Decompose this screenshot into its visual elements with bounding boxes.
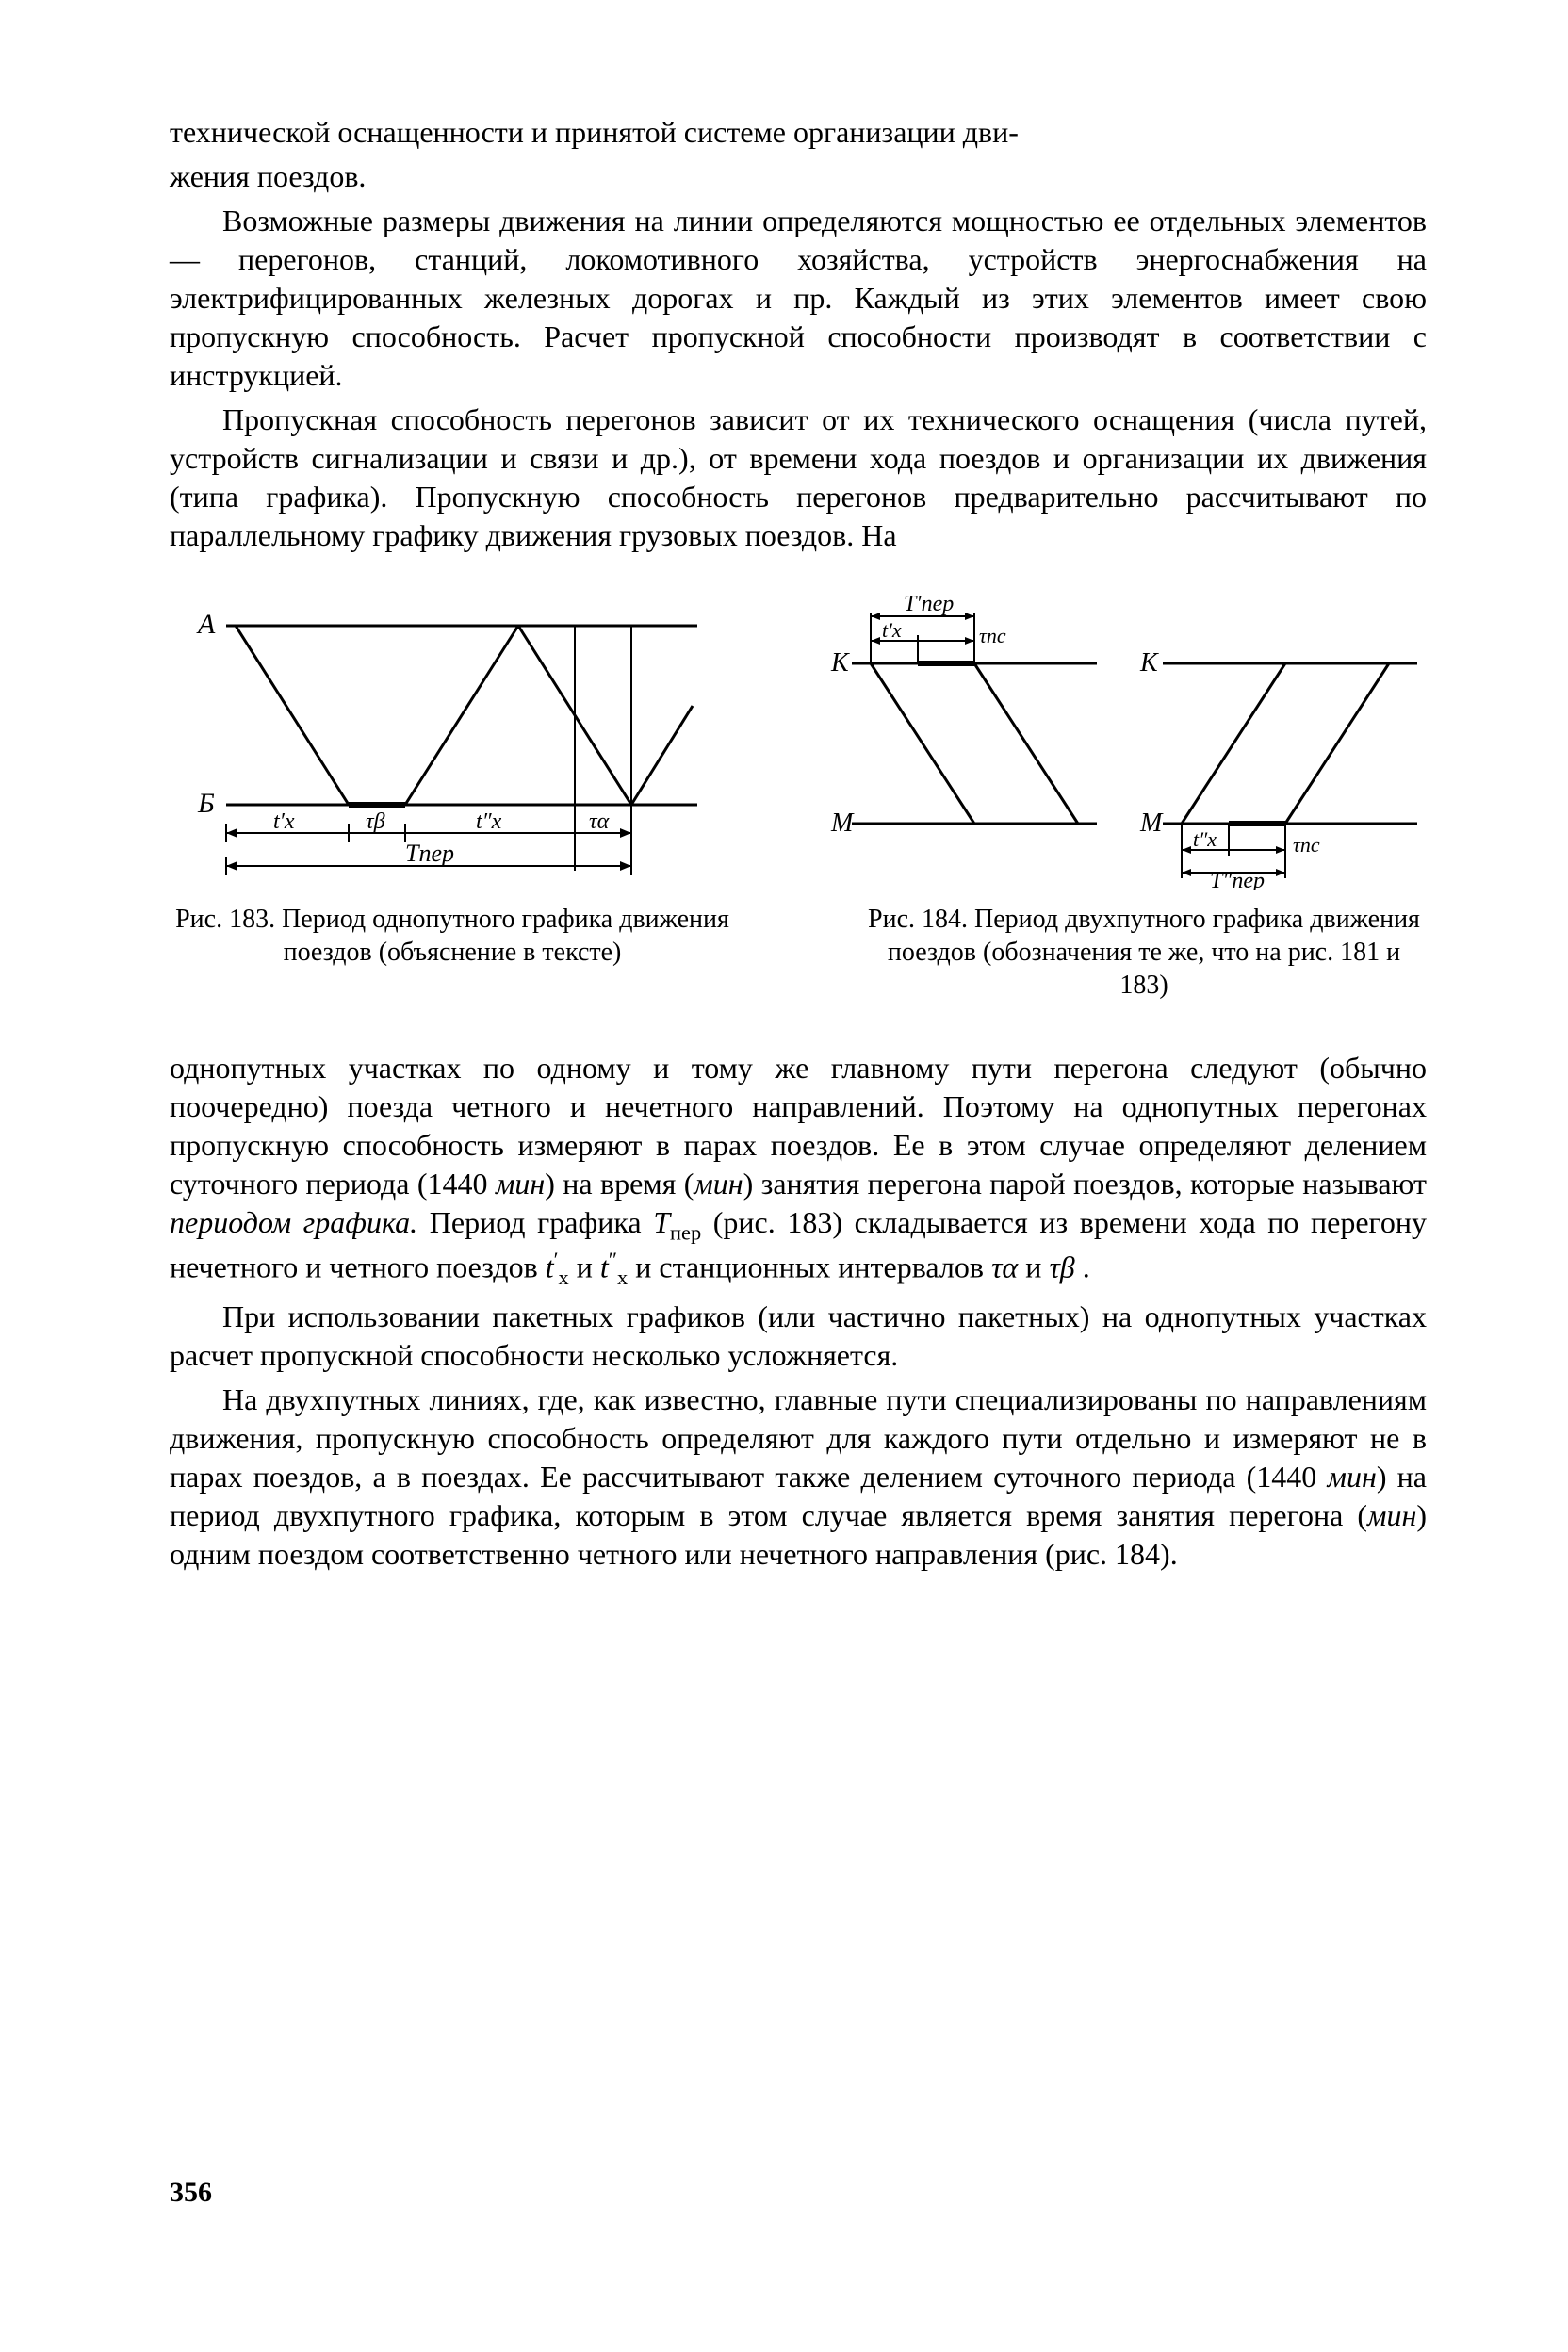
p4-taua: τα [991, 1250, 1018, 1284]
label-k2: К [1139, 648, 1159, 678]
label-tper: Tпер [405, 840, 454, 867]
p4c: ) на время ( [545, 1167, 694, 1200]
p4-T: T [653, 1205, 670, 1239]
caption-184: Рис. 184. Период двухпутного графика дви… [861, 903, 1427, 1002]
p4-dot: . [1075, 1250, 1090, 1284]
p6-min2: мин [1367, 1498, 1416, 1532]
p4-and2: и [1018, 1250, 1049, 1284]
caption-183: Рис. 183. Период однопутного графика дви… [170, 903, 735, 1002]
p4-and: и [569, 1250, 600, 1284]
page-number: 356 [170, 2175, 212, 2211]
para-5: При использовании пакетных графиков (или… [170, 1298, 1427, 1375]
label-taub: τβ [366, 809, 385, 834]
p4-t2: t [600, 1250, 609, 1284]
figure-184-svg: T′пер t′x τпс К М [824, 588, 1427, 890]
figure-184: T′пер t′x τпс К М [824, 588, 1427, 890]
p4r: и станционных интервалов [628, 1250, 991, 1284]
label-k: К [830, 648, 850, 678]
captions-row: Рис. 183. Период однопутного графика дви… [170, 903, 1427, 1002]
para-2: Возможные размеры движения на линии опре… [170, 202, 1427, 395]
label-tper-top: T′пер [904, 592, 954, 616]
p4g: Период графика [417, 1205, 653, 1239]
p4-prime2: ″ [609, 1248, 617, 1271]
para-3: Пропускная способность перегонов зависит… [170, 400, 1427, 555]
label-m2: М [1139, 808, 1164, 838]
p6-min1: мин [1328, 1460, 1377, 1494]
p4-t1: t [546, 1250, 554, 1284]
label-tx2: t″x [476, 809, 502, 834]
figure-183-svg: А Б t′x τβ t″x τα [170, 588, 735, 890]
label-taua: τα [589, 809, 610, 834]
p4-min1: мин [496, 1167, 545, 1200]
p4-x2: x [617, 1266, 628, 1289]
p4-Tper: пер [670, 1221, 701, 1245]
label-b: Б [197, 788, 215, 819]
figure-183: А Б t′x τβ t″x τα [170, 588, 735, 890]
p4-period: периодом графика. [170, 1205, 417, 1239]
p4-min2: мин [694, 1167, 743, 1200]
label-tper-bot: T″пер [1210, 869, 1265, 890]
p4e: ) занятия перегона парой поездов, которы… [743, 1167, 1427, 1200]
p4-taub: τβ [1049, 1250, 1074, 1284]
label-tau-top: τпс [979, 624, 1006, 647]
para-1-line-1: технической оснащенности и принятой сист… [170, 113, 1427, 152]
para-1-line-2: жения поездов. [170, 157, 1427, 196]
p4-x1: x [558, 1266, 568, 1289]
label-tx-bot: t″x [1193, 827, 1217, 851]
para-6: На двухпутных линиях, где, как известно,… [170, 1380, 1427, 1574]
figures-row: А Б t′x τβ t″x τα [170, 588, 1427, 890]
label-tx1: t′x [273, 809, 295, 834]
label-tx-top: t′x [882, 618, 902, 642]
p6a: На двухпутных линиях, где, как известно,… [170, 1382, 1427, 1494]
page: технической оснащенности и принятой сист… [0, 0, 1568, 2352]
label-a: А [196, 609, 216, 640]
para-4: однопутных участках по одному и тому же … [170, 1049, 1427, 1292]
label-tau-bot: τпс [1293, 833, 1320, 857]
label-m: М [830, 808, 855, 838]
